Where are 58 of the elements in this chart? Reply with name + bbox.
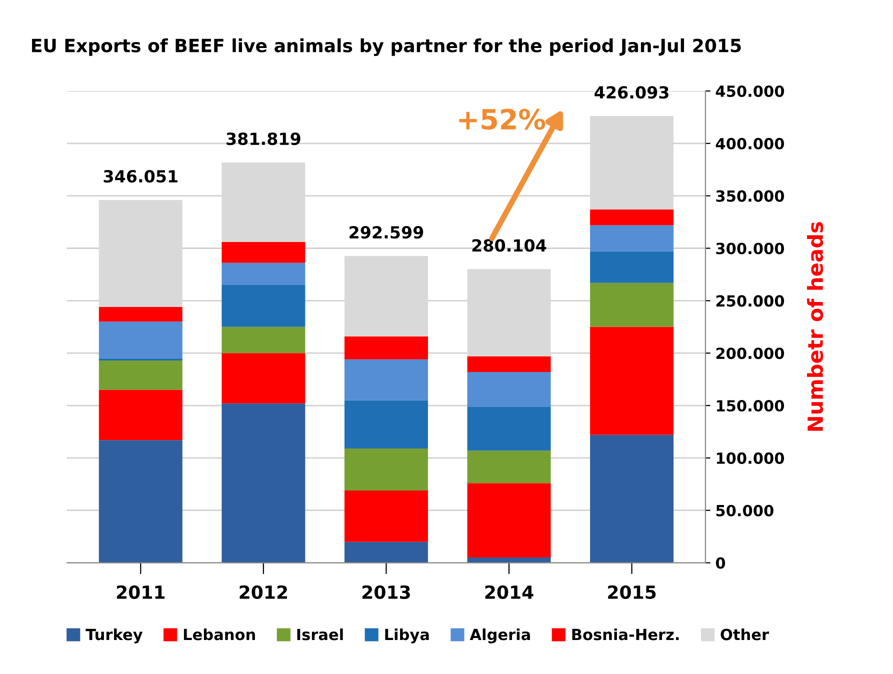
bar [590, 209, 674, 226]
y-tick-label: 250.000 [716, 295, 784, 307]
bar [222, 403, 306, 563]
y-tick-label: 200.000 [716, 348, 784, 360]
bar [467, 356, 551, 372]
bar [222, 353, 306, 404]
bar [590, 282, 674, 327]
y-tick-label: 100.000 [716, 452, 784, 464]
bar [467, 450, 551, 484]
bar [590, 251, 674, 283]
bar [98, 306, 182, 322]
bar [344, 359, 428, 400]
bar [467, 372, 551, 407]
legend-label: Bosnia-Herz. [572, 628, 679, 640]
bar [222, 262, 306, 285]
bar [98, 390, 182, 440]
y-tick-label: 0 [716, 557, 726, 569]
x-tick-label: 2011 [116, 585, 165, 599]
legend-label: Libya [385, 628, 429, 644]
y-tick-label: 400.000 [716, 138, 784, 150]
y-tick-label: 150.000 [716, 400, 784, 412]
bar [467, 483, 551, 558]
bar [222, 284, 306, 327]
bar [222, 242, 306, 263]
bar [344, 490, 428, 542]
y-axis-title: Numbetr of heads [807, 222, 824, 431]
bar [98, 322, 182, 358]
legend-label: Turkey [86, 628, 143, 644]
bar [222, 326, 306, 354]
legend-label: Israel [297, 628, 343, 640]
x-tick-label: 2012 [240, 585, 287, 599]
x-tick-label: 2013 [362, 585, 410, 599]
y-tick-label: 50.000 [716, 504, 774, 516]
bar [98, 440, 182, 563]
y-tick-label: 350.000 [716, 190, 784, 202]
total-label: 280.104 [472, 239, 546, 252]
total-label: 381.819 [226, 132, 300, 146]
legend-label: Algeria [470, 628, 530, 644]
x-tick-label: 2015 [608, 585, 656, 599]
bar [590, 326, 674, 435]
bar [98, 360, 182, 390]
total-label: 292.599 [350, 226, 424, 239]
bar [467, 406, 551, 451]
y-tick-label: 450.000 [716, 85, 784, 98]
bar [344, 448, 428, 490]
annotation: +52% [459, 108, 546, 130]
chart-title: EU Exports of BEEF live animals by partner for the period Jan-Jul 2015 [32, 38, 741, 56]
bar [344, 542, 428, 563]
x-tick-label: 2014 [485, 585, 534, 599]
legend-label: Lebanon [184, 628, 255, 640]
bar [590, 434, 674, 563]
legend-label: Other [720, 628, 769, 640]
total-label: 426.093 [594, 86, 668, 99]
bar [590, 225, 674, 252]
total-label: 346.051 [104, 170, 178, 183]
bar [344, 336, 428, 360]
bar [344, 400, 428, 449]
y-tick-label: 300.000 [716, 242, 784, 254]
